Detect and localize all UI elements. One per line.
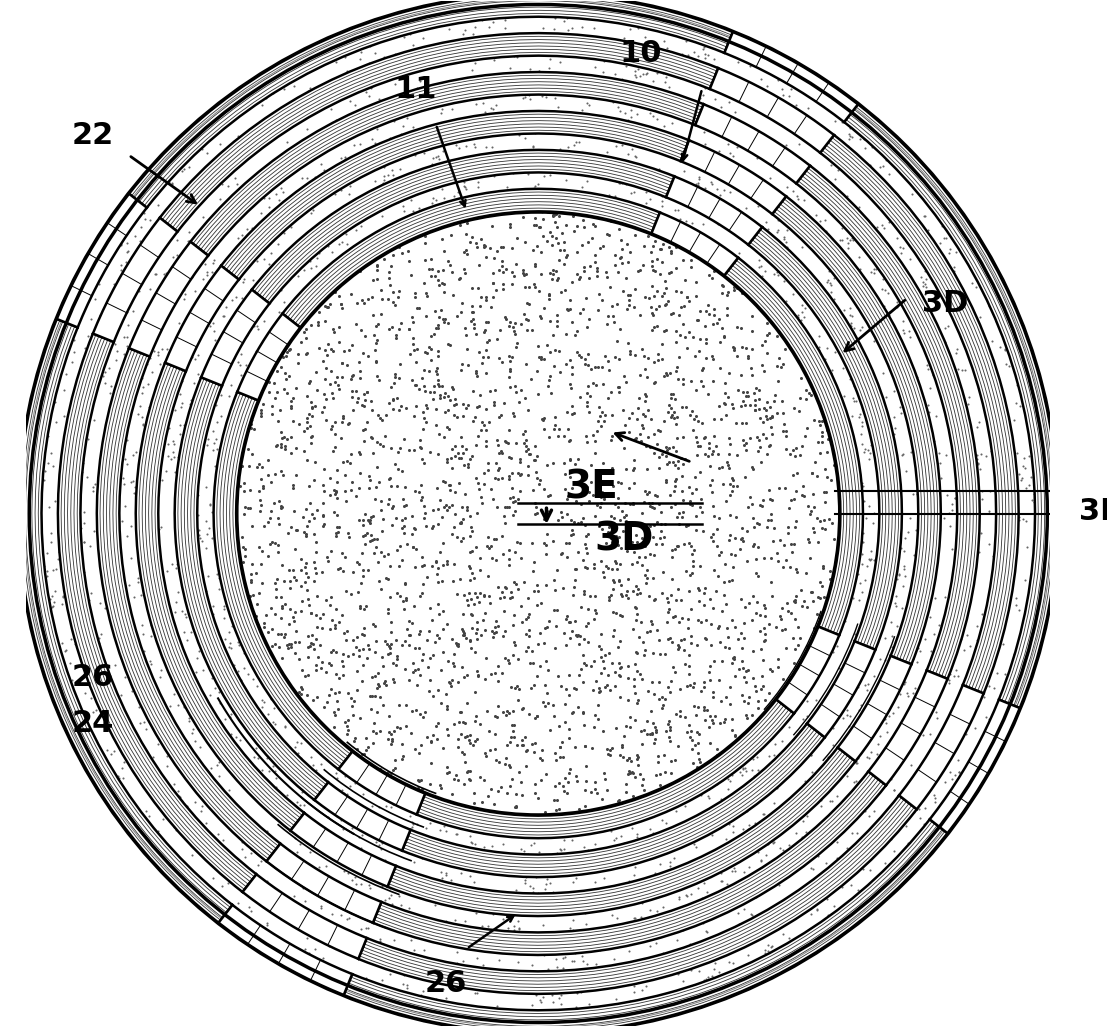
Polygon shape [165,266,239,371]
Polygon shape [130,241,208,356]
Text: 24: 24 [72,709,114,738]
Polygon shape [242,874,366,959]
Polygon shape [58,334,257,892]
Polygon shape [868,671,948,786]
Text: 3E: 3E [1079,497,1107,526]
Polygon shape [136,363,304,831]
Polygon shape [796,165,980,679]
Polygon shape [201,290,269,386]
Text: 26: 26 [425,969,467,998]
Polygon shape [237,313,300,401]
Text: 3D: 3D [922,289,969,318]
Polygon shape [218,905,352,995]
Polygon shape [773,196,941,664]
Polygon shape [838,656,911,761]
Polygon shape [807,641,876,737]
Polygon shape [402,723,825,877]
Polygon shape [175,377,329,800]
Polygon shape [93,218,177,342]
Polygon shape [845,105,1057,708]
Polygon shape [314,783,411,850]
Polygon shape [666,177,762,244]
Text: 3D: 3D [594,520,654,558]
Polygon shape [190,72,704,256]
Polygon shape [214,392,352,769]
Polygon shape [290,813,396,886]
Polygon shape [776,626,839,714]
Polygon shape [359,795,917,994]
Polygon shape [221,111,689,279]
Polygon shape [159,33,718,232]
Text: 26: 26 [72,662,114,692]
Polygon shape [387,748,856,916]
Polygon shape [373,771,886,955]
Text: 11: 11 [394,75,436,104]
Polygon shape [820,135,1018,693]
Polygon shape [724,32,858,122]
Polygon shape [282,189,660,328]
Polygon shape [416,699,794,838]
Polygon shape [267,843,381,923]
Polygon shape [251,150,674,304]
Text: 10: 10 [620,39,662,68]
Text: 3E: 3E [563,469,618,507]
Polygon shape [19,319,232,922]
Polygon shape [899,685,984,809]
Polygon shape [96,348,280,862]
Text: 22: 22 [72,121,114,150]
Polygon shape [681,141,786,214]
Polygon shape [344,820,948,1027]
Polygon shape [130,0,733,207]
Polygon shape [56,194,147,328]
Polygon shape [695,104,810,184]
Polygon shape [710,68,834,153]
Polygon shape [339,752,425,814]
Polygon shape [651,213,738,275]
Polygon shape [930,699,1020,833]
Polygon shape [724,258,863,635]
Polygon shape [748,227,902,650]
